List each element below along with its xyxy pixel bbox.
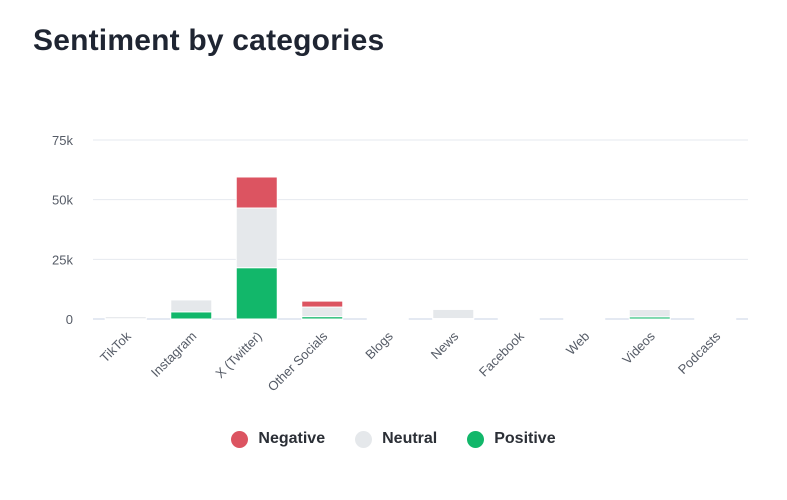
bar-neutral-other-socials[interactable] <box>301 306 344 318</box>
y-tick-label: 25k <box>52 252 73 267</box>
x-tick-label: Blogs <box>362 328 396 362</box>
bar-neutral-blogs[interactable] <box>366 318 409 321</box>
stacked-bar-chart: 0 25k 50k 75k TikTok Instagram X (Twitter) Oth… <box>52 133 748 394</box>
y-tick-label: 0 <box>66 312 73 327</box>
legend-marker <box>355 430 373 448</box>
bar-neutral-podcasts[interactable] <box>694 317 737 320</box>
chart-title: Sentiment by categories <box>33 24 385 57</box>
gridlines <box>93 139 748 320</box>
legend-marker <box>231 430 249 448</box>
bar-negative-videos[interactable] <box>628 307 671 310</box>
legend-item-positive[interactable]: Positive <box>467 430 556 448</box>
legend-label: Neutral <box>382 430 438 447</box>
bar-neutral-web[interactable] <box>563 318 606 321</box>
bar-positive-instagram[interactable] <box>170 311 213 320</box>
bar-negative-other-socials[interactable] <box>301 300 344 308</box>
x-tick-label: Web <box>563 329 592 358</box>
y-tick-label: 50k <box>52 193 73 208</box>
x-tick-label: TikTok <box>97 328 134 365</box>
bars <box>104 176 737 321</box>
y-axis-ticks: 0 25k 50k 75k <box>52 133 73 327</box>
legend: Negative Neutral Positive <box>0 430 787 448</box>
legend-label: Negative <box>258 430 326 447</box>
y-tick-label: 75k <box>52 133 73 148</box>
x-tick-label: X (Twitter) <box>212 329 264 381</box>
x-tick-label: Instagram <box>148 329 199 380</box>
x-tick-label: Videos <box>619 328 658 367</box>
x-tick-label: Podcasts <box>675 328 724 377</box>
bar-neutral-x-twitter-[interactable] <box>235 207 278 269</box>
legend-label: Positive <box>494 430 556 447</box>
x-tick-label: News <box>428 328 462 362</box>
bar-negative-x-twitter-[interactable] <box>235 176 278 209</box>
bar-positive-x-twitter-[interactable] <box>235 267 278 320</box>
x-tick-label: Facebook <box>476 328 527 379</box>
x-axis-ticks: TikTok Instagram X (Twitter) Other Socials B… <box>97 328 724 394</box>
legend-item-neutral[interactable]: Neutral <box>355 430 437 448</box>
legend-item-negative[interactable]: Negative <box>231 430 325 448</box>
legend-marker <box>467 430 485 448</box>
bar-neutral-news[interactable] <box>432 308 475 320</box>
bar-neutral-videos[interactable] <box>628 308 671 318</box>
x-tick-label: Other Socials <box>265 328 331 394</box>
bar-neutral-tiktok[interactable] <box>104 316 147 320</box>
bar-neutral-instagram[interactable] <box>170 299 213 313</box>
bar-neutral-facebook[interactable] <box>497 318 540 321</box>
